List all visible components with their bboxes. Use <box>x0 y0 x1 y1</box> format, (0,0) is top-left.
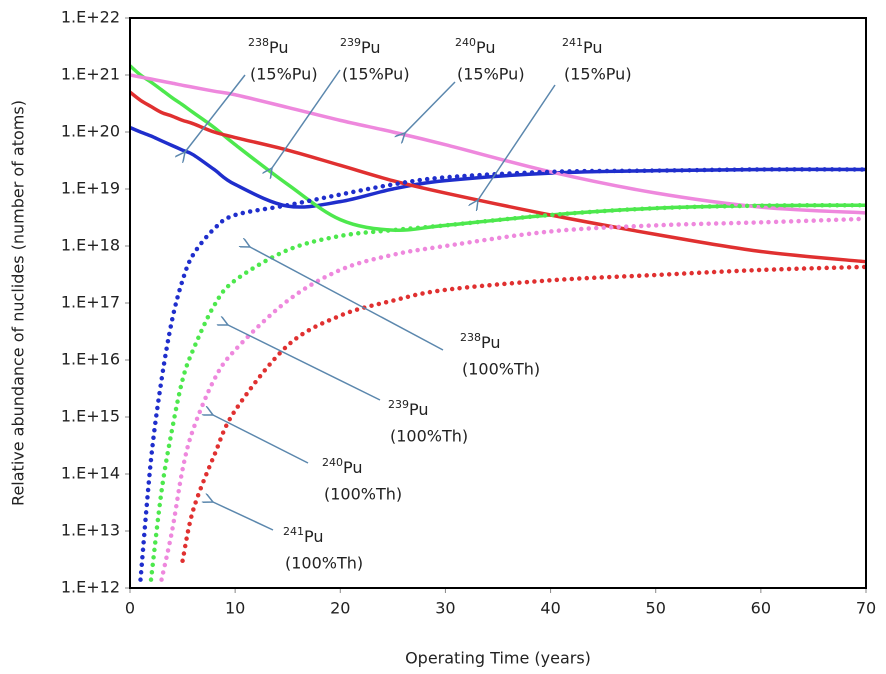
y-tick-label: 1.E+22 <box>61 8 120 27</box>
annotation-mass: 240 <box>322 456 343 469</box>
x-tick-label: 60 <box>751 599 771 618</box>
annotation-label: 238Pu <box>460 331 501 352</box>
annotation-mass: 241 <box>562 36 583 49</box>
dotted-line <box>148 202 866 582</box>
annotation-arrow <box>228 325 381 401</box>
y-tick-label: 1.E+21 <box>61 65 120 84</box>
x-tick-label: 10 <box>225 599 245 618</box>
y-tick-label: 1.E+13 <box>61 521 120 540</box>
x-tick-label: 40 <box>540 599 560 618</box>
line <box>130 73 866 215</box>
y-tick-label: 1.E+15 <box>61 407 120 426</box>
annotation-mass: 239 <box>388 398 409 411</box>
annotation-label: 240Pu <box>455 36 496 57</box>
y-tick-label: 1.E+14 <box>61 464 120 483</box>
annotation-arrow <box>478 84 556 200</box>
annotation-mass: 240 <box>455 36 476 49</box>
y-tick-label: 1.E+19 <box>61 179 120 198</box>
annotation-arrow <box>185 74 246 152</box>
annotation-element: Pu <box>304 527 324 546</box>
y-tick-label: 1.E+12 <box>61 578 120 597</box>
annotation-element: Pu <box>409 400 429 419</box>
y-tick-label: 1.E+16 <box>61 350 120 369</box>
annotation-label: 240Pu <box>322 456 363 477</box>
annotation-element: Pu <box>481 333 501 352</box>
annotation-label: 241Pu <box>283 525 324 546</box>
annotation-mass: 241 <box>283 525 304 538</box>
annotation-mass: 238 <box>460 331 481 344</box>
plot-frame <box>129 17 867 589</box>
y-tick-label: 1.E+20 <box>61 122 120 141</box>
annotation-element: Pu <box>361 38 381 57</box>
line <box>130 125 866 209</box>
annotation-element: Pu <box>269 38 289 57</box>
x-tick-label: 0 <box>125 599 135 618</box>
annotation-label: 238Pu <box>248 36 289 57</box>
annotation-note: (15%Pu) <box>457 65 525 84</box>
line <box>130 90 866 264</box>
annotation-note: (100%Th) <box>324 485 402 504</box>
annotation-note: (100%Th) <box>285 554 363 573</box>
annotation-arrow <box>250 247 444 351</box>
annotation-arrow <box>272 69 341 168</box>
y-tick-label: 1.E+18 <box>61 236 120 255</box>
annotation-note: (15%Pu) <box>250 65 318 84</box>
y-axis-label: Relative abundance of nuclides (number o… <box>9 100 28 506</box>
annotation-label: 239Pu <box>340 36 381 57</box>
y-tick-label: 1.E+17 <box>61 293 120 312</box>
annotation-label: 241Pu <box>562 36 603 57</box>
annotation-arrow <box>213 502 274 531</box>
dotted-line <box>180 264 866 564</box>
x-tick-label: 30 <box>435 599 455 618</box>
annotation-note: (15%Pu) <box>564 65 632 84</box>
x-axis-label: Operating Time (years) <box>405 649 591 668</box>
annotation-label: 239Pu <box>388 398 429 419</box>
x-tick-label: 70 <box>856 599 876 618</box>
x-tick-label: 20 <box>330 599 350 618</box>
dotted-line <box>138 167 866 582</box>
annotation-arrow <box>213 415 309 464</box>
annotation-note: (15%Pu) <box>342 65 410 84</box>
annotation-note: (100%Th) <box>462 360 540 379</box>
annotation-mass: 238 <box>248 36 269 49</box>
annotation-element: Pu <box>476 38 496 57</box>
dotted-line <box>159 216 866 582</box>
annotation-mass: 239 <box>340 36 361 49</box>
annotation-note: (100%Th) <box>390 427 468 446</box>
x-tick-label: 50 <box>646 599 666 618</box>
annotation-element: Pu <box>343 458 363 477</box>
annotation-element: Pu <box>583 38 603 57</box>
annotation-arrow <box>405 81 456 133</box>
